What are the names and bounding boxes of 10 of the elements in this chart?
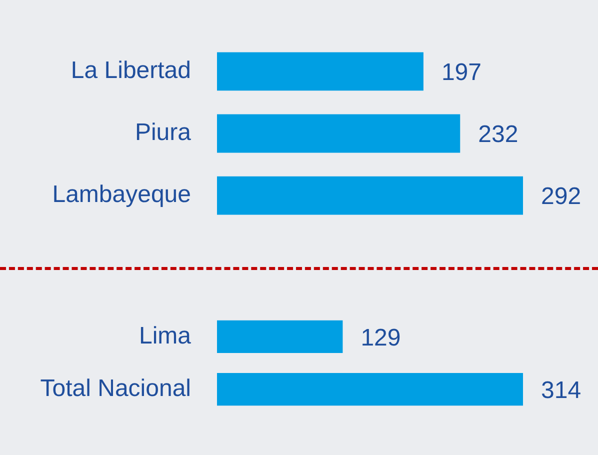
data-label: 197 [441, 59, 482, 86]
data-label: 292 [541, 183, 582, 210]
data-label: 129 [360, 324, 401, 352]
y-tick-label: Total Nacional [40, 374, 191, 402]
y-tick-label: Piura [134, 119, 192, 146]
data-label: 314 [541, 376, 582, 404]
data-label: 232 [478, 121, 518, 148]
y-tick-label: La Libertad [70, 57, 191, 84]
y-tick-label: Lima [138, 322, 192, 350]
y-tick-label: Lambayeque [52, 181, 191, 208]
